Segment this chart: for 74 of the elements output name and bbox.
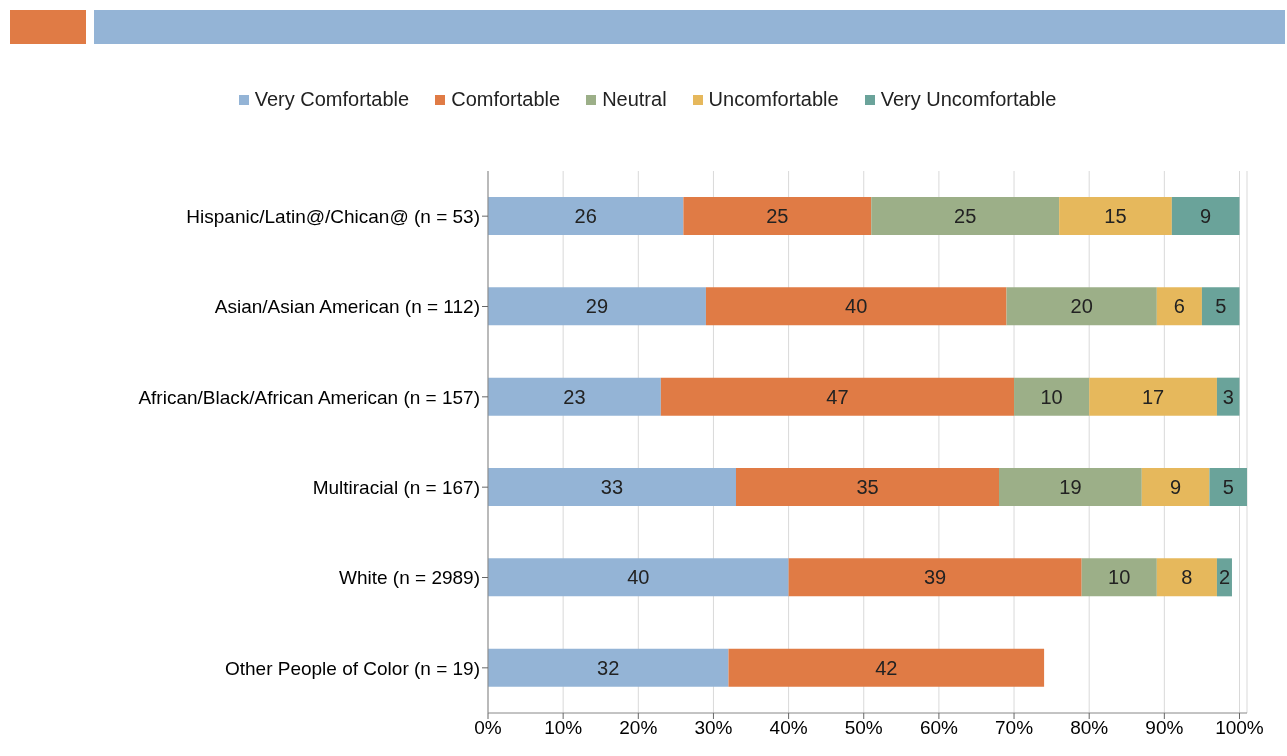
x-tick-label: 70% bbox=[995, 717, 1034, 739]
bar bbox=[1209, 468, 1247, 506]
x-tick-label: 50% bbox=[844, 717, 883, 739]
legend-label: Neutral bbox=[601, 88, 667, 111]
y-tick-label: Other People of Color (n = 19) bbox=[224, 657, 480, 679]
data-label: 39 bbox=[924, 566, 947, 589]
bar bbox=[735, 468, 1000, 506]
x-tick-label: 90% bbox=[1145, 717, 1184, 739]
bar bbox=[728, 648, 1045, 687]
x-tick-label: 40% bbox=[769, 717, 808, 739]
y-tick-label: White (n = 2989) bbox=[339, 567, 480, 589]
bar bbox=[1081, 558, 1157, 597]
bar bbox=[788, 558, 1082, 597]
y-tick-label: African/Black/African American (n = 157) bbox=[138, 386, 480, 408]
data-label: 35 bbox=[856, 476, 879, 499]
data-label: 9 bbox=[1170, 476, 1182, 499]
data-label: 15 bbox=[1104, 205, 1127, 228]
bar bbox=[488, 558, 789, 597]
bar bbox=[1201, 287, 1240, 326]
bar bbox=[488, 197, 684, 235]
data-label: 25 bbox=[766, 205, 789, 228]
x-tick-label: 30% bbox=[694, 717, 733, 739]
data-label: 10 bbox=[1108, 566, 1131, 589]
bar bbox=[1006, 287, 1157, 326]
x-tick-label: 60% bbox=[919, 717, 959, 739]
data-label: 29 bbox=[585, 295, 609, 318]
data-label: 33 bbox=[600, 476, 624, 499]
y-tick-label: Multiracial (n = 167) bbox=[312, 476, 480, 498]
data-label: 10 bbox=[1040, 385, 1063, 408]
data-label: 6 bbox=[1173, 295, 1185, 318]
x-tick-label: 10% bbox=[544, 717, 583, 739]
data-label: 47 bbox=[826, 385, 849, 408]
bar bbox=[488, 377, 661, 416]
data-label: 17 bbox=[1141, 385, 1165, 408]
bar bbox=[1171, 197, 1240, 235]
bar bbox=[1156, 558, 1217, 597]
bar bbox=[488, 648, 729, 687]
bar bbox=[1141, 468, 1210, 506]
bar bbox=[1014, 377, 1090, 416]
bar bbox=[705, 287, 1007, 326]
bar bbox=[488, 468, 736, 506]
bar bbox=[1156, 287, 1202, 326]
data-label: 9 bbox=[1200, 205, 1212, 228]
legend-label: Very Uncomfortable bbox=[879, 88, 1057, 111]
bar bbox=[1089, 377, 1217, 416]
data-label: 32 bbox=[597, 656, 620, 679]
bar bbox=[488, 287, 706, 326]
y-tick-label: Asian/Asian American (n = 112) bbox=[214, 296, 480, 318]
data-label: 42 bbox=[875, 656, 898, 679]
x-tick-label: 100% bbox=[1215, 717, 1264, 739]
bar bbox=[683, 197, 872, 235]
data-label: 23 bbox=[563, 385, 586, 408]
x-tick-label: 20% bbox=[619, 717, 658, 739]
y-tick-label: Hispanic/Latin@/Chican@ (n = 53) bbox=[186, 205, 480, 227]
data-label: 40 bbox=[627, 566, 650, 589]
data-label: 25 bbox=[954, 205, 977, 228]
data-label: 5 bbox=[1222, 476, 1234, 499]
bar bbox=[1059, 197, 1172, 235]
data-label: 2 bbox=[1218, 566, 1231, 589]
data-label: 19 bbox=[1059, 476, 1082, 499]
data-label: 40 bbox=[845, 295, 868, 318]
legend-label: Comfortable bbox=[450, 88, 561, 111]
data-label: 26 bbox=[574, 205, 597, 228]
legend-label: Uncomfortable bbox=[707, 88, 839, 111]
data-label: 5 bbox=[1215, 295, 1227, 318]
data-label: 3 bbox=[1222, 385, 1234, 408]
x-tick-label: 0% bbox=[474, 717, 502, 739]
data-label: 8 bbox=[1181, 566, 1193, 589]
bar bbox=[871, 197, 1060, 235]
x-tick-label: 80% bbox=[1070, 717, 1109, 739]
bar bbox=[999, 468, 1142, 506]
bar bbox=[660, 377, 1015, 416]
data-label: 20 bbox=[1070, 295, 1093, 318]
legend-label: Very Comfortable bbox=[253, 88, 410, 111]
